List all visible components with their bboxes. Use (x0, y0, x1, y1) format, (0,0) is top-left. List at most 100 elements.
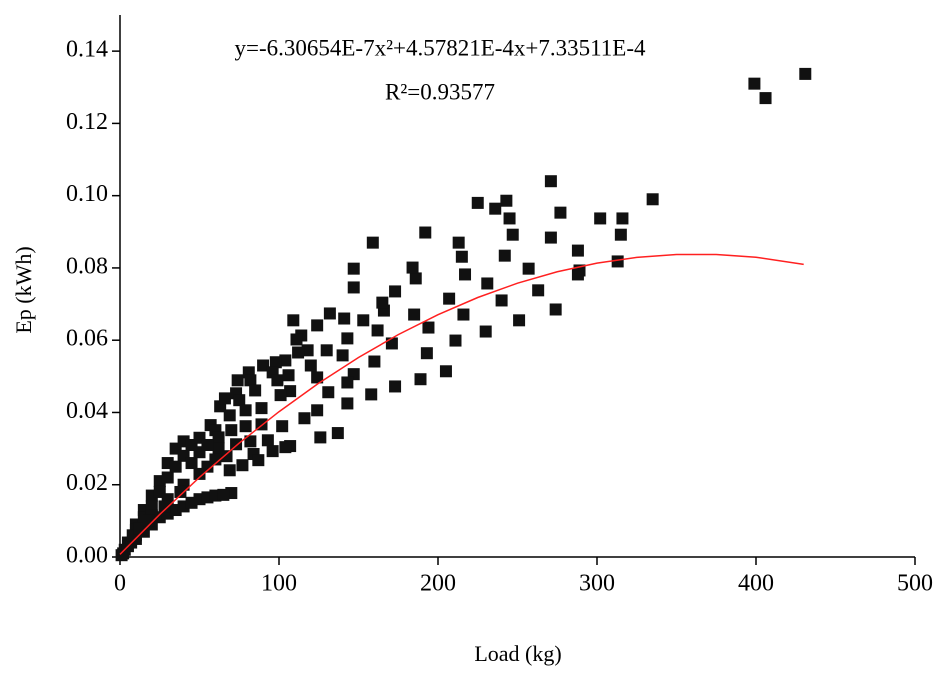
x-tick-label: 500 (897, 571, 933, 597)
fit-equation: y=-6.30654E-7x²+4.57821E-4x+7.33511E-4 (235, 35, 646, 60)
y-tick-label: 0.04 (66, 398, 108, 424)
point (389, 285, 402, 298)
point (414, 373, 427, 386)
point (218, 392, 231, 405)
point (249, 384, 262, 397)
point (311, 371, 324, 384)
fit-curve (119, 253, 804, 555)
point (301, 344, 314, 357)
point (419, 226, 432, 239)
point (223, 409, 236, 422)
point (142, 514, 155, 527)
point (220, 450, 233, 463)
point (347, 262, 360, 275)
point (266, 445, 279, 458)
point (225, 424, 238, 437)
point (279, 354, 292, 367)
point (443, 292, 456, 305)
point (261, 434, 274, 447)
point (500, 194, 513, 207)
point (544, 175, 557, 188)
y-tick-label: 0.10 (66, 181, 108, 207)
point (161, 471, 174, 484)
point (611, 255, 624, 268)
point (290, 333, 303, 346)
x-tick-label: 300 (579, 571, 615, 597)
point (452, 236, 465, 249)
point (153, 511, 166, 524)
point (292, 346, 305, 359)
y-tick-label: 0.08 (66, 253, 108, 279)
point (338, 312, 351, 325)
y-tick-label: 0.00 (66, 543, 108, 569)
point (471, 196, 484, 209)
point (231, 374, 244, 387)
point (522, 262, 535, 275)
point (371, 324, 384, 337)
point (320, 344, 333, 357)
point (244, 374, 257, 387)
point (646, 193, 659, 206)
point (799, 67, 812, 80)
point (174, 485, 187, 498)
point (532, 284, 545, 297)
x-axis-title: Load (kg) (474, 641, 561, 666)
point (422, 321, 435, 334)
point (236, 459, 249, 472)
point (255, 402, 268, 415)
point (322, 386, 335, 399)
point (336, 349, 349, 362)
point (341, 332, 354, 345)
point (498, 249, 511, 262)
y-tick-label: 0.02 (66, 470, 108, 496)
point (489, 202, 502, 215)
point (133, 522, 146, 535)
point (239, 420, 252, 433)
point (341, 397, 354, 410)
point (554, 206, 567, 219)
point (311, 404, 324, 417)
point (314, 431, 327, 444)
point (459, 268, 472, 281)
point (158, 500, 171, 513)
point (298, 412, 311, 425)
point (212, 431, 225, 444)
point (449, 334, 462, 347)
x-tick-label: 100 (261, 571, 297, 597)
point (284, 385, 297, 398)
point (616, 212, 629, 225)
point (276, 420, 289, 433)
x-tick-label: 200 (420, 571, 456, 597)
point (169, 460, 182, 473)
point (368, 355, 381, 368)
point (252, 454, 265, 467)
point (571, 268, 584, 281)
y-tick-label: 0.06 (66, 326, 108, 352)
point (614, 228, 627, 241)
point (385, 337, 398, 350)
point (406, 261, 419, 274)
point (185, 457, 198, 470)
point (223, 464, 236, 477)
point (230, 438, 243, 451)
point (594, 212, 607, 225)
point (571, 244, 584, 257)
point (506, 228, 519, 241)
point (495, 294, 508, 307)
point (239, 404, 252, 417)
point (455, 250, 468, 263)
point (244, 435, 257, 448)
point (287, 314, 300, 327)
r-squared: R²=0.93577 (385, 79, 495, 104)
point (233, 394, 246, 407)
point (311, 319, 324, 332)
point (274, 389, 287, 402)
y-axis-title: Ep (kWh) (11, 246, 36, 333)
point (269, 356, 282, 369)
point (341, 376, 354, 389)
point (513, 314, 526, 327)
point (481, 277, 494, 290)
point (479, 325, 492, 338)
x-tick-label: 400 (738, 571, 774, 597)
